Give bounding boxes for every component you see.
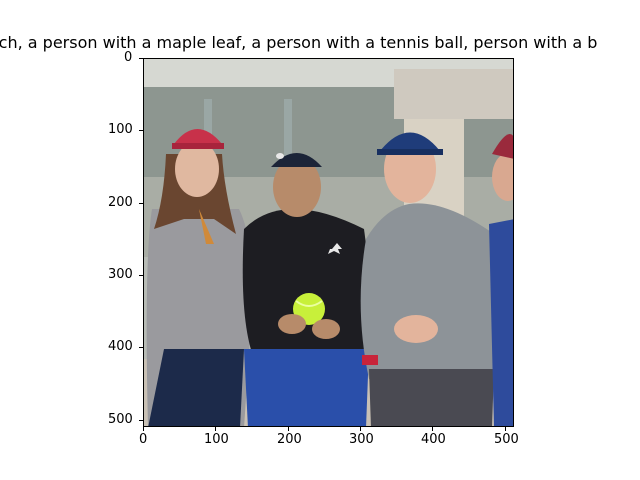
- x-tick-label: 200: [277, 432, 302, 447]
- y-tick-label: 400: [108, 339, 133, 354]
- person-tennis-ball: [360, 132, 500, 426]
- y-tick-label: 100: [108, 122, 133, 137]
- x-tick-label: 100: [204, 432, 229, 447]
- x-tick-label: 0: [139, 432, 148, 447]
- x-tick-label: 300: [349, 432, 374, 447]
- photo-image: [144, 59, 513, 426]
- y-tick-label: 0: [124, 50, 133, 65]
- y-tick-label: 300: [108, 267, 133, 282]
- figure-title: otch, a person with a maple leaf, a pers…: [0, 33, 598, 52]
- x-tick-label: 500: [494, 432, 519, 447]
- person-partial-right: [489, 134, 513, 426]
- x-tick-label: 400: [421, 432, 446, 447]
- y-tick-label: 500: [108, 412, 133, 427]
- image-axes: [143, 58, 514, 427]
- person-red-cap: [146, 129, 253, 426]
- y-tick-label: 200: [108, 195, 133, 210]
- person-maple-leaf: [242, 153, 369, 426]
